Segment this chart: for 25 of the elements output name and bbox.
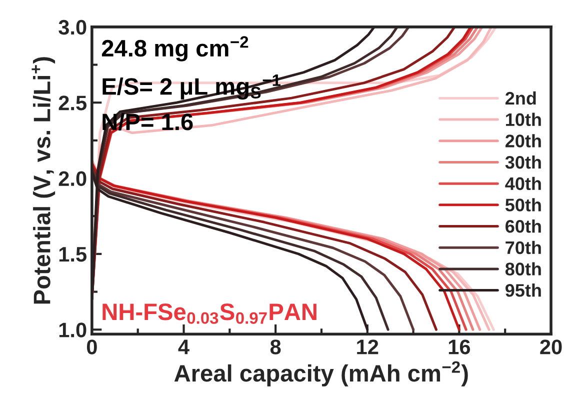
x-tick-label: 12 <box>357 340 378 354</box>
annotation: NH-FSe$_{0.03}$S$_{0.97}$PAN <box>102 304 316 324</box>
legend-label: 30th <box>505 155 541 169</box>
x-tick-label: 8 <box>270 340 281 354</box>
legend-label: 60th <box>506 220 541 233</box>
x-tick-label: 0 <box>86 340 97 354</box>
x-tick-label: 16 <box>448 340 470 354</box>
x-tick-label: 4 <box>178 340 190 354</box>
y-tick-label: 1.0 <box>59 322 86 338</box>
legend-label: 20th <box>505 134 541 148</box>
x-tick-label: 20 <box>540 340 562 354</box>
y-tick-label: 3.0 <box>58 20 86 35</box>
annotation: 24.8 mg cm$^{−2}$ <box>102 36 248 62</box>
y-tick-label: 2.5 <box>58 96 86 110</box>
legend-label: 80th <box>505 262 541 276</box>
legend-label: 10th <box>506 112 541 126</box>
y-tick-label: 2.0 <box>58 171 86 186</box>
legend-label: 40th <box>505 176 541 190</box>
legend-label: 2nd <box>505 91 536 105</box>
y-tick-label: 1.5 <box>59 247 86 262</box>
legend-label: 50th <box>505 198 541 212</box>
legend-label: 95th <box>505 284 541 297</box>
y-axis-title: Potential (V, vs. Li/Li$^{+}$) <box>32 57 56 304</box>
legend-label: 70th <box>506 240 541 254</box>
x-axis-title: Areal capacity (mAh cm$^{−2}$) <box>174 361 468 386</box>
